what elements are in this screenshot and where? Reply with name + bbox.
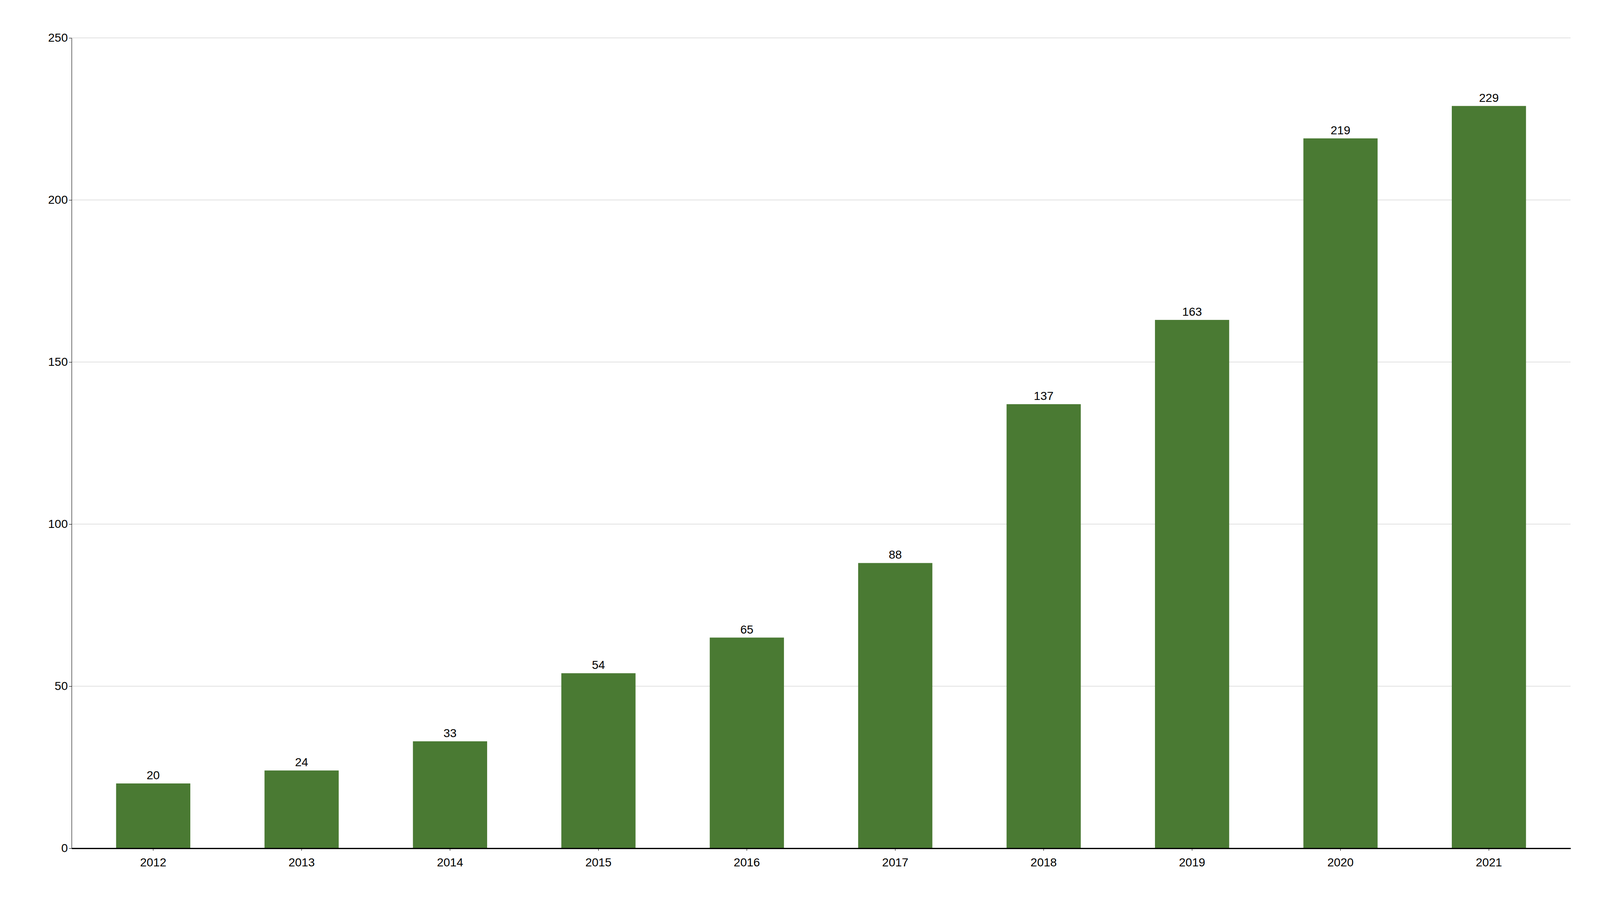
chart-svg: 0501001502002502012201320142015201620172… — [0, 0, 1600, 903]
x-tick-mark — [895, 848, 896, 851]
y-tick-mark — [69, 362, 72, 363]
x-tick-mark — [1043, 848, 1044, 851]
x-tick: 2021 — [1475, 848, 1502, 870]
y-tick-label: 100 — [48, 517, 68, 531]
data-label: 24 — [295, 755, 309, 769]
x-tick-label: 2021 — [1475, 856, 1502, 870]
y-tick-mark — [69, 37, 72, 39]
x-tick-label: 2020 — [1327, 856, 1354, 870]
x-tick-label: 2019 — [1178, 856, 1206, 870]
x-tick: 2014 — [437, 848, 464, 870]
x-tick-mark — [449, 848, 451, 851]
x-tick: 2013 — [288, 848, 315, 870]
bar — [413, 741, 488, 849]
data-label: 163 — [1182, 305, 1203, 319]
plot-area: 0501001502002502012201320142015201620172… — [48, 31, 1571, 869]
x-tick-label: 2012 — [140, 856, 167, 870]
y-tick-mark — [69, 524, 72, 525]
data-label: 54 — [592, 658, 606, 672]
data-label: 229 — [1479, 91, 1499, 105]
x-tick-label: 2018 — [1030, 856, 1057, 870]
x-tick-label: 2013 — [288, 856, 315, 870]
y-tick: 50 — [54, 679, 72, 693]
bar — [116, 783, 191, 849]
y-tick: 100 — [48, 517, 72, 531]
data-label: 137 — [1033, 389, 1054, 403]
y-tick: 150 — [48, 355, 72, 369]
bar — [1451, 106, 1526, 849]
x-tick: 2019 — [1178, 848, 1206, 870]
y-tick: 0 — [61, 841, 72, 855]
x-tick-mark — [746, 848, 747, 851]
x-tick-mark — [1192, 848, 1193, 851]
y-tick-label: 150 — [48, 355, 68, 369]
x-tick-label: 2016 — [733, 856, 760, 870]
data-label: 20 — [146, 768, 160, 782]
y-tick-label: 0 — [61, 841, 68, 855]
bar — [709, 637, 784, 849]
x-tick-label: 2015 — [585, 856, 612, 870]
y-tick-label: 250 — [48, 31, 68, 45]
x-axis-line — [72, 848, 1571, 850]
x-tick: 2012 — [140, 848, 167, 870]
grid-line — [71, 848, 1571, 849]
x-tick: 2016 — [733, 848, 760, 870]
y-tick: 200 — [48, 193, 72, 207]
x-axis: 2012 2013 2014 2015 2016 2017 2018 2019 2020 2021 — [72, 848, 1571, 870]
x-tick: 2017 — [882, 848, 909, 870]
y-tick-label: 200 — [48, 193, 68, 207]
grid-line — [71, 37, 1571, 38]
data-label: 33 — [443, 726, 457, 740]
x-tick-label: 2014 — [437, 856, 464, 870]
grid — [71, 37, 1571, 849]
data-labels: 20 24 33 54 65 88 137 163 219 229 — [146, 91, 1499, 782]
x-tick-mark — [1488, 848, 1490, 851]
y-tick: 250 — [48, 31, 72, 45]
x-tick-mark — [598, 848, 599, 851]
x-tick-label: 2017 — [882, 856, 909, 870]
data-label: 88 — [888, 548, 902, 562]
y-tick-label: 50 — [54, 679, 68, 693]
y-tick-mark — [69, 200, 72, 201]
y-axis: 0 50 100 150 200 250 — [48, 31, 72, 855]
bar — [1303, 138, 1378, 849]
x-tick-mark — [301, 848, 302, 851]
bars — [116, 106, 1527, 849]
x-tick-mark — [152, 848, 154, 851]
bar — [1006, 404, 1081, 849]
y-axis-line — [71, 38, 72, 849]
bar — [264, 770, 339, 849]
bar — [1154, 320, 1230, 849]
data-label: 219 — [1330, 123, 1351, 137]
x-tick-mark — [1340, 848, 1341, 851]
x-tick: 2018 — [1030, 848, 1057, 870]
bar — [858, 562, 933, 849]
y-tick-mark — [69, 848, 72, 849]
data-label: 65 — [740, 623, 754, 637]
x-tick: 2015 — [585, 848, 612, 870]
bar — [561, 673, 636, 849]
x-tick: 2020 — [1327, 848, 1354, 870]
chart-container: 0501001502002502012201320142015201620172… — [0, 0, 1600, 903]
y-tick-mark — [69, 686, 72, 687]
